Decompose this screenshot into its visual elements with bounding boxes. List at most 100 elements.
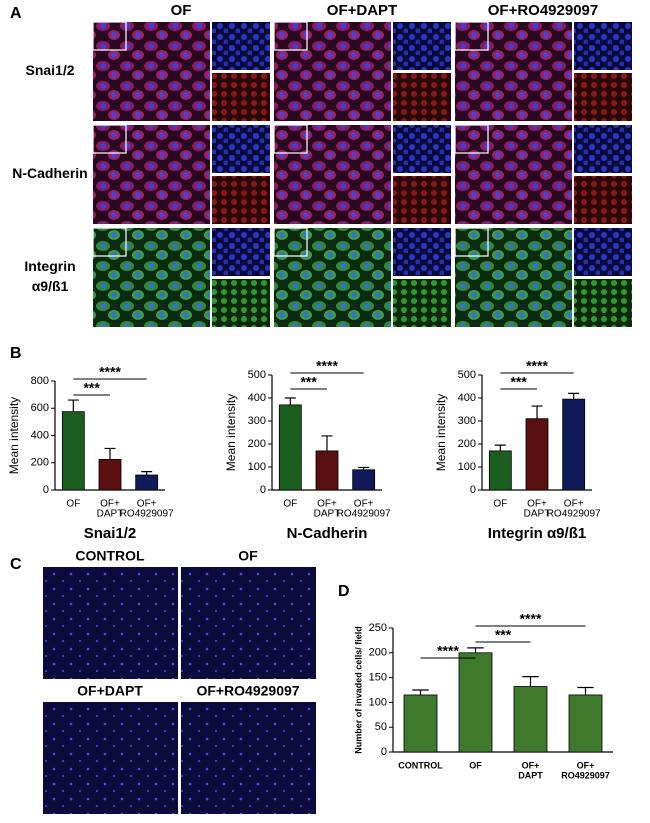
error-bar	[412, 689, 429, 695]
inset	[454, 124, 489, 154]
x-tick-label: OF+	[527, 499, 547, 510]
y-tick-label: 400	[458, 392, 476, 404]
y-tick-label: 100	[369, 696, 387, 708]
chart-title: Snai1/2	[84, 525, 137, 542]
micrograph	[274, 125, 391, 224]
y-tick-label: 250	[369, 622, 387, 634]
column-header: OF+DAPT	[327, 2, 397, 19]
inset	[454, 21, 489, 51]
significance-label: ****	[526, 358, 548, 374]
micrograph-channel	[212, 279, 270, 327]
error-bar	[568, 392, 580, 400]
x-tick-label: RO4929097	[337, 509, 391, 520]
micrograph-channel	[212, 176, 270, 224]
micrograph-channel	[574, 22, 632, 70]
x-tick-label: OF+	[522, 760, 540, 770]
error-bar	[321, 435, 333, 451]
micrograph-channel	[393, 73, 451, 121]
y-tick-label: 400	[248, 392, 266, 404]
x-tick-label: OF+	[317, 499, 337, 510]
x-tick-label: OF+	[100, 499, 120, 510]
y-tick-label: 500	[248, 369, 266, 381]
y-tick-label: 100	[458, 461, 476, 473]
x-tick-label: DAPT	[97, 509, 124, 520]
error-bar	[67, 399, 79, 412]
micrograph-channel	[393, 176, 451, 224]
bar	[513, 686, 548, 753]
image-label: OF+DAPT	[77, 683, 143, 699]
x-tick-label: OF+	[577, 760, 595, 770]
error-bar	[522, 676, 539, 687]
significance-label: ***	[495, 627, 512, 643]
inset	[92, 124, 127, 154]
micrograph-channel	[393, 279, 451, 327]
micrograph	[43, 702, 178, 814]
inset	[92, 21, 127, 51]
micrograph-channel	[574, 176, 632, 224]
y-tick-label: 200	[369, 647, 387, 659]
y-tick-label: 600	[31, 402, 49, 414]
micrograph-channel	[574, 73, 632, 121]
significance-label: ****	[437, 643, 459, 659]
inset	[273, 21, 308, 51]
x-tick-label: OF+	[137, 499, 157, 510]
significance-label: ***	[300, 374, 317, 390]
y-tick-label: 0	[470, 484, 476, 496]
image-label: OF+RO4929097	[196, 683, 299, 699]
micrograph-channel	[393, 228, 451, 276]
micrograph-channel	[212, 73, 270, 121]
x-tick-label: RO4929097	[120, 509, 174, 520]
micrograph-channel	[393, 125, 451, 173]
x-tick-label: RO4929097	[547, 509, 601, 520]
micrograph	[455, 22, 572, 121]
y-tick-label: 100	[248, 461, 266, 473]
error-bar	[577, 686, 594, 695]
x-tick-label: OF	[283, 499, 297, 510]
image-label: OF	[238, 548, 258, 564]
y-axis-label: Mean intensity	[7, 397, 21, 474]
error-bar	[467, 647, 484, 653]
bar	[403, 694, 438, 753]
micrograph	[274, 228, 391, 327]
significance-label: ****	[520, 611, 542, 627]
bar	[61, 411, 85, 491]
error-bar	[284, 397, 296, 405]
micrograph	[455, 125, 572, 224]
panel-label: C	[10, 556, 22, 573]
micrograph-channel	[574, 125, 632, 173]
significance-label: ***	[83, 380, 100, 396]
micrograph-channel	[574, 228, 632, 276]
micrograph-channel	[212, 125, 270, 173]
panel-label: B	[10, 345, 22, 362]
row-label: N-Cadherin	[12, 165, 87, 181]
y-tick-label: 200	[31, 457, 49, 469]
bar	[98, 458, 122, 491]
bar	[458, 652, 493, 753]
y-axis-label: Number of invaded cells/ field	[353, 626, 363, 754]
x-tick-label: CONTROL	[398, 760, 443, 770]
significance-label: ****	[99, 364, 121, 380]
chart-title: Integrin α9/ß1	[488, 525, 586, 542]
micrograph	[181, 567, 316, 679]
error-bar	[531, 405, 543, 419]
inset	[273, 124, 308, 154]
y-axis-label: Mean intensity	[224, 394, 238, 471]
y-tick-label: 300	[458, 415, 476, 427]
micrograph-channel	[393, 22, 451, 70]
y-tick-label: 200	[458, 438, 476, 450]
bar	[568, 694, 603, 753]
micrograph-channel	[212, 22, 270, 70]
x-tick-label: OF+	[354, 499, 374, 510]
x-tick-label: DAPT	[524, 509, 551, 520]
inset	[454, 227, 489, 257]
micrograph	[43, 567, 178, 679]
inset	[92, 227, 127, 257]
row-label: Snai1/2	[25, 62, 74, 78]
x-tick-label: DAPT	[518, 770, 543, 780]
x-tick-label: DAPT	[314, 509, 341, 520]
x-tick-label: OF	[469, 760, 482, 770]
y-tick-label: 0	[43, 484, 49, 496]
error-bar	[494, 444, 506, 451]
y-tick-label: 400	[31, 429, 49, 441]
